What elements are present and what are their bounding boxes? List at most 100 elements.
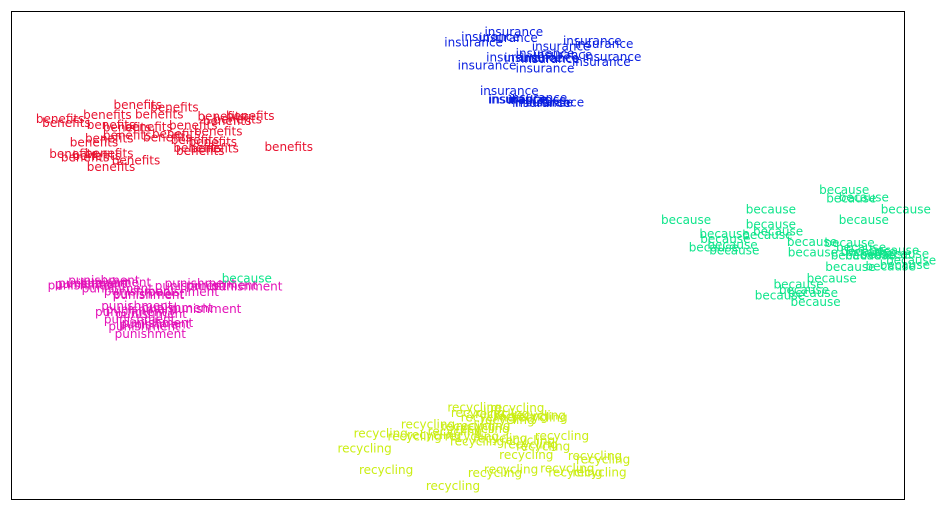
point-label-because: because bbox=[742, 228, 792, 242]
point-label-recycling: recycling bbox=[572, 466, 626, 480]
point-label-because: because bbox=[846, 245, 896, 259]
plot-background bbox=[11, 11, 904, 499]
point-label-insurance: insurance bbox=[532, 40, 591, 54]
point-label-insurance: insurance bbox=[520, 51, 579, 65]
point-label-recycling: recycling bbox=[568, 449, 622, 463]
point-label-punishment: punishment bbox=[104, 312, 176, 326]
point-label-punishment: punishment bbox=[48, 278, 120, 292]
point-label-punishment: punishment bbox=[106, 303, 178, 317]
point-label-recycling: recycling bbox=[535, 429, 589, 443]
point-label-benefits: benefits bbox=[135, 108, 184, 122]
point-label-insurance: insurance bbox=[480, 84, 539, 98]
point-label-recycling: recycling bbox=[456, 419, 510, 433]
point-label-recycling: recycling bbox=[548, 466, 602, 480]
point-label-recycling: recycling bbox=[428, 425, 482, 439]
point-label-because: because bbox=[839, 190, 889, 204]
point-label-recycling: recycling bbox=[387, 430, 441, 444]
point-label-punishment: punishment bbox=[165, 276, 237, 290]
point-label-because: because bbox=[700, 232, 750, 246]
point-label-punishment: punishment bbox=[113, 288, 185, 302]
point-label-recycling: recycling bbox=[337, 442, 391, 456]
point-label-benefits: benefits bbox=[197, 109, 246, 123]
point-label-benefits: benefits bbox=[70, 135, 119, 149]
point-label-insurance: insurance bbox=[488, 92, 547, 106]
point-label-because: because bbox=[825, 260, 875, 274]
point-label-recycling: recycling bbox=[576, 453, 630, 467]
point-label-benefits: benefits bbox=[189, 135, 238, 149]
point-label-insurance: insurance bbox=[458, 59, 517, 73]
point-label-because: because bbox=[661, 213, 711, 227]
point-label-benefits: benefits bbox=[171, 133, 220, 147]
point-label-benefits: benefits bbox=[152, 127, 201, 141]
series-because: becausebecausebecausebecausebecausebecau… bbox=[222, 183, 936, 309]
point-label-because: because bbox=[779, 283, 829, 297]
point-label-recycling: recycling bbox=[447, 401, 501, 415]
point-label-benefits: benefits bbox=[169, 119, 218, 133]
point-label-insurance: insurance bbox=[572, 55, 631, 69]
point-label-benefits: benefits bbox=[85, 147, 134, 161]
point-label-because: because bbox=[836, 241, 886, 255]
series-recycling: recyclingrecyclingrecyclingrecyclingrecy… bbox=[337, 401, 630, 493]
series-punishment: punishmentpunishmentpunishmentpunishment… bbox=[48, 273, 283, 341]
point-label-benefits: benefits bbox=[72, 149, 121, 163]
point-label-insurance: insurance bbox=[516, 47, 575, 61]
point-label-punishment: punishment bbox=[186, 278, 258, 292]
point-label-punishment: punishment bbox=[155, 279, 227, 293]
point-label-because: because bbox=[826, 191, 876, 205]
point-label-because: because bbox=[831, 249, 881, 263]
point-label-because: because bbox=[819, 183, 869, 197]
point-label-insurance: insurance bbox=[508, 93, 567, 107]
point-label-insurance: insurance bbox=[575, 37, 634, 51]
point-label-because: because bbox=[787, 235, 837, 249]
point-label-benefits: benefits bbox=[203, 114, 252, 128]
point-label-recycling: recycling bbox=[441, 419, 495, 433]
point-label-punishment: punishment bbox=[58, 276, 130, 290]
point-label-insurance: insurance bbox=[504, 51, 563, 65]
point-label-insurance: insurance bbox=[563, 34, 622, 48]
point-label-insurance: insurance bbox=[509, 91, 568, 105]
point-label-because: because bbox=[865, 260, 915, 274]
point-label-punishment: punishment bbox=[113, 287, 185, 301]
point-label-benefits: benefits bbox=[226, 109, 275, 123]
point-label-recycling: recycling bbox=[407, 428, 461, 442]
point-label-because: because bbox=[860, 248, 910, 262]
point-label-recycling: recycling bbox=[484, 463, 538, 477]
point-label-recycling: recycling bbox=[504, 437, 558, 451]
point-label-because: because bbox=[746, 218, 796, 232]
point-label-punishment: punishment bbox=[170, 302, 242, 316]
point-label-benefits: benefits bbox=[87, 118, 136, 132]
point-label-because: because bbox=[707, 238, 757, 252]
point-label-benefits: benefits bbox=[150, 101, 199, 115]
point-label-recycling: recycling bbox=[473, 432, 527, 446]
point-label-punishment: punishment bbox=[82, 282, 154, 296]
point-label-recycling: recycling bbox=[468, 466, 522, 480]
point-label-insurance: insurance bbox=[486, 50, 545, 64]
point-label-recycling: recycling bbox=[516, 439, 570, 453]
point-label-because: because bbox=[699, 227, 749, 241]
point-label-punishment: punishment bbox=[55, 277, 127, 291]
point-label-insurance: insurance bbox=[515, 96, 574, 110]
point-label-benefits: benefits bbox=[190, 142, 239, 156]
point-label-because: because bbox=[839, 213, 889, 227]
point-label-because: because bbox=[807, 271, 857, 285]
point-label-punishment: punishment bbox=[80, 275, 152, 289]
point-label-punishment: punishment bbox=[115, 307, 187, 321]
point-label-punishment: punishment bbox=[101, 299, 173, 313]
point-label-benefits: benefits bbox=[49, 147, 98, 161]
point-label-benefits: benefits bbox=[36, 112, 85, 126]
point-label-because: because bbox=[222, 271, 272, 285]
point-label-recycling: recycling bbox=[499, 448, 553, 462]
point-label-insurance: insurance bbox=[489, 92, 548, 106]
point-label-insurance: insurance bbox=[461, 30, 520, 44]
point-label-benefits: benefits bbox=[87, 160, 136, 174]
point-label-insurance: insurance bbox=[444, 36, 503, 50]
point-label-insurance: insurance bbox=[479, 31, 538, 45]
point-label-because: because bbox=[886, 253, 936, 267]
point-label-because: because bbox=[881, 203, 931, 217]
point-label-punishment: punishment bbox=[108, 320, 180, 334]
point-label-recycling: recycling bbox=[359, 463, 413, 477]
point-label-because: because bbox=[773, 277, 823, 291]
point-label-benefits: benefits bbox=[124, 120, 173, 134]
point-label-recycling: recycling bbox=[426, 479, 480, 493]
